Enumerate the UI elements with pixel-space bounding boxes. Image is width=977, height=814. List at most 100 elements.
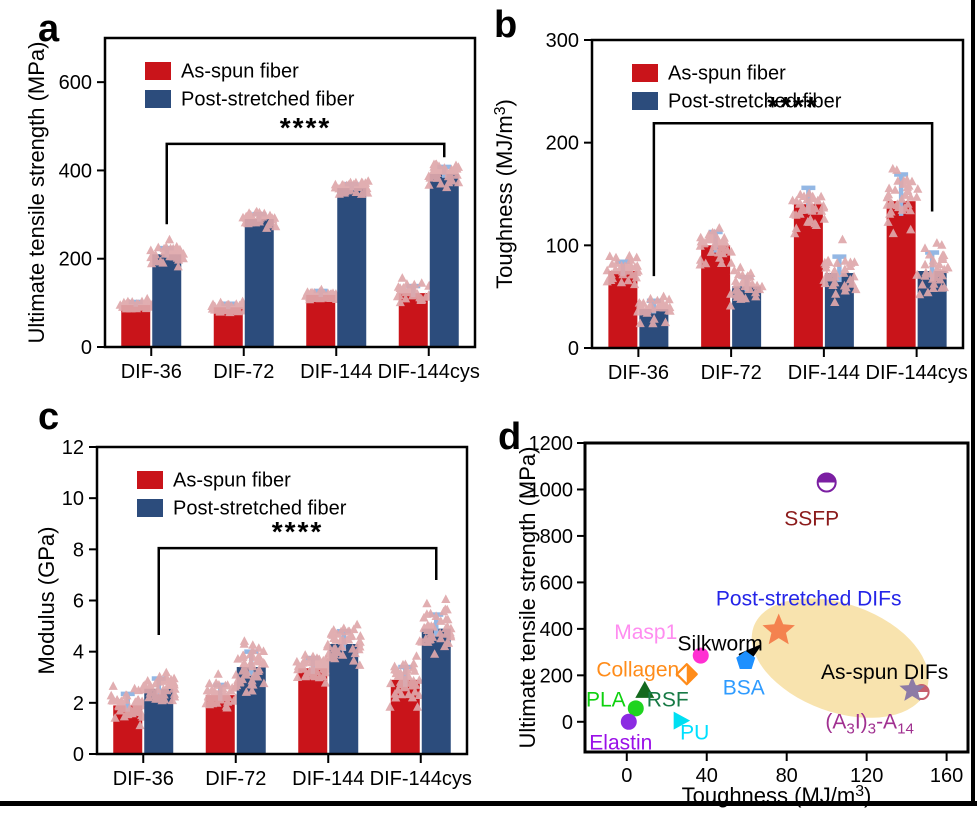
category-label: DIF-144cys bbox=[378, 361, 480, 383]
label-elastin: Elastin bbox=[589, 732, 652, 755]
legend-label: As-spun fiber bbox=[173, 470, 291, 492]
legend-swatch-post-stretched bbox=[137, 499, 163, 517]
significance-stars: **** bbox=[280, 112, 332, 143]
y-tick-label: 6 bbox=[73, 591, 84, 613]
scatter-points-DIF-36 bbox=[602, 250, 643, 289]
panel-c-chart: **** As-spun fiber Post-stretched fiber 0 2 4… bbox=[34, 437, 472, 790]
marker-pu bbox=[673, 711, 691, 730]
y-tick-label: 400 bbox=[59, 160, 92, 182]
y-tick-label: 0 bbox=[73, 744, 84, 766]
marker-pla bbox=[627, 700, 644, 717]
category-label: DIF-72 bbox=[701, 362, 762, 384]
scatter-points-DIF-72 bbox=[238, 206, 281, 232]
marker-collagen bbox=[675, 663, 698, 686]
marker-ssfp bbox=[816, 472, 837, 493]
y-tick-label: 0 bbox=[81, 337, 92, 359]
y-tick-label: 600 bbox=[59, 72, 92, 94]
significance-stars: **** bbox=[272, 516, 324, 547]
panel-a-chart: **** As-spun fiber Post-stretched fiber 0 20… bbox=[24, 36, 480, 383]
legend: As-spun fiber Post-stretched fiber bbox=[137, 470, 347, 520]
panel-letter-a: a bbox=[38, 8, 60, 50]
label-bsa: BSA bbox=[723, 677, 765, 700]
x-tick-label: 0 bbox=[621, 765, 632, 787]
y-axis-label: Ultimate tensile strength (MPa) bbox=[24, 42, 49, 344]
label-silkworm: Silkworm bbox=[678, 633, 763, 656]
y-tick-label: 1200 bbox=[529, 433, 574, 455]
scatter-points-DIF-36 bbox=[633, 291, 675, 328]
legend: As-spun fiber Post-stretched fiber bbox=[145, 61, 355, 111]
panel-letter-d: d bbox=[498, 416, 522, 458]
bar-as-spun-DIF-144 bbox=[306, 294, 336, 347]
x-tick-label: 160 bbox=[930, 765, 963, 787]
scatter-points-DIF-144 bbox=[819, 234, 861, 306]
legend: As-spun fiber Post-stretched fiber bbox=[632, 63, 842, 113]
scatter-points-DIF-144 bbox=[292, 650, 333, 687]
legend-label: Post-stretched fiber bbox=[668, 91, 842, 113]
scatter-points-DIF-36 bbox=[115, 293, 157, 313]
category-label: DIF-144 bbox=[788, 362, 860, 384]
plot-frame bbox=[103, 36, 477, 349]
label-pla: PLA bbox=[586, 689, 626, 712]
category-label: DIF-72 bbox=[205, 768, 266, 790]
marker-bsa bbox=[736, 650, 756, 669]
label-as-spun-difs: As-spun DIFs bbox=[821, 661, 948, 684]
legend-label: As-spun fiber bbox=[181, 61, 299, 83]
legend-swatch-post-stretched bbox=[145, 90, 171, 108]
scatter-points-DIF-144cys bbox=[882, 163, 923, 238]
highlight-ellipse bbox=[751, 598, 929, 718]
label-masp1: Masp1 bbox=[614, 621, 677, 644]
y-tick-label: 12 bbox=[62, 437, 84, 459]
legend-swatch-as-spun bbox=[632, 64, 658, 82]
marker-post-stretched-difs bbox=[762, 613, 795, 645]
marker-rsf bbox=[635, 680, 655, 698]
significance-bracket bbox=[652, 121, 934, 277]
x-tick-label: 120 bbox=[850, 765, 883, 787]
category-label: DIF-36 bbox=[121, 361, 182, 383]
scatter-points-DIF-72 bbox=[207, 296, 250, 317]
category-label: DIF-144cys bbox=[866, 362, 968, 384]
panel-letter-c: c bbox=[38, 396, 60, 438]
figure-border-bottom bbox=[0, 801, 977, 806]
scatter-points-DIF-36 bbox=[146, 234, 188, 271]
y-tick-label: 600 bbox=[540, 572, 573, 594]
bar-post-stretched-DIF-144cys bbox=[429, 173, 459, 347]
bar-as-spun-DIF-144 bbox=[298, 668, 328, 754]
label-rsf: RSF bbox=[647, 689, 689, 712]
scatter-points-DIF-144 bbox=[787, 188, 829, 238]
scatter-points-DIF-72 bbox=[230, 636, 270, 696]
category-label: DIF-72 bbox=[213, 361, 274, 383]
label-ssfp: SSFP bbox=[784, 508, 839, 531]
y-tick-label: 10 bbox=[62, 488, 84, 510]
scatter-points-DIF-144 bbox=[322, 619, 365, 669]
figure-border-right bbox=[971, 0, 975, 806]
category-label: DIF-36 bbox=[113, 768, 174, 790]
panel-b-chart: **** As-spun fiber Post-stretched fiber 0 10… bbox=[492, 30, 968, 384]
legend-label: Post-stretched fiber bbox=[173, 498, 347, 520]
y-tick-label: 100 bbox=[546, 235, 579, 257]
category-label: DIF-144 bbox=[300, 361, 372, 383]
category-label: DIF-144 bbox=[292, 768, 364, 790]
label-pu: PU bbox=[680, 721, 709, 744]
significance-bracket bbox=[157, 546, 438, 635]
bar-post-stretched-DIF-72 bbox=[244, 218, 274, 347]
significance-bracket bbox=[165, 142, 446, 225]
label-a3i3-a14: (A3I)3-A14 bbox=[825, 710, 913, 737]
y-axis-label: Ultimate tensile strength (MPa) bbox=[515, 447, 540, 749]
y-tick-label: 0 bbox=[562, 712, 573, 734]
x-tick-label: 40 bbox=[696, 765, 718, 787]
scatter-points-DIF-144cys bbox=[385, 651, 424, 711]
y-tick-label: 400 bbox=[540, 619, 573, 641]
category-label: DIF-36 bbox=[608, 362, 669, 384]
marker-elastin bbox=[620, 713, 637, 730]
y-tick-label: 4 bbox=[73, 642, 84, 664]
legend-swatch-as-spun bbox=[145, 62, 171, 80]
scatter-points-DIF-72 bbox=[695, 223, 736, 269]
scatter-points-DIF-144cys bbox=[424, 159, 464, 192]
y-tick-label: 0 bbox=[568, 338, 579, 360]
scatter-points-DIF-144cys bbox=[912, 238, 953, 299]
y-tick-label: 200 bbox=[546, 133, 579, 155]
label-post-stretched-difs: Post-stretched DIFs bbox=[716, 587, 902, 610]
